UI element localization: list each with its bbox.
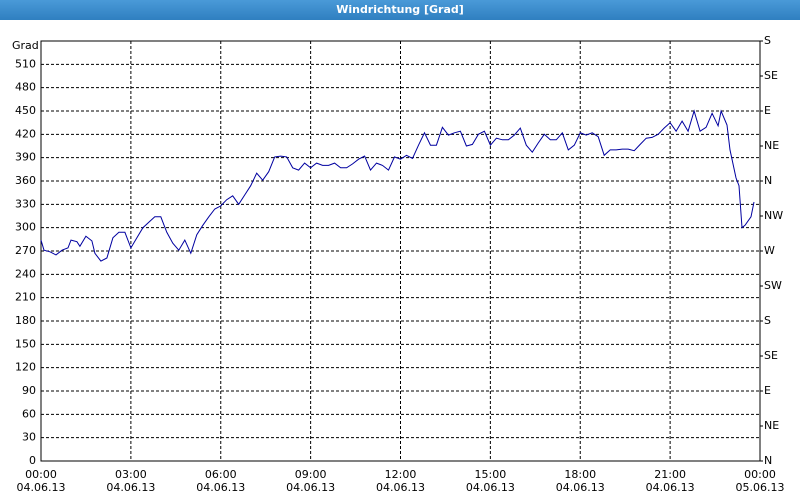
y2-tick-label: NE	[764, 419, 779, 432]
y-tick-label: 0	[29, 454, 36, 467]
y2-tick-label: NW	[764, 209, 783, 222]
y-tick-label: 480	[15, 81, 36, 94]
y2-tick-label: SE	[764, 69, 778, 82]
y-tick-label: 450	[15, 104, 36, 117]
y-tick-label: 510	[15, 57, 36, 70]
y2-tick-label: N	[764, 174, 772, 187]
x-tick-label: 12:00 04.06.13	[376, 468, 425, 494]
y2-tick-label: S	[764, 34, 771, 47]
window-title: Windrichtung [Grad]	[0, 0, 800, 20]
x-tick-label: 06:00 04.06.13	[196, 468, 246, 494]
x-tick-label: 18:00 04.06.13	[555, 468, 605, 494]
y2-tick-label: E	[764, 104, 771, 117]
y-tick-label: 180	[15, 314, 36, 327]
y-tick-label: 30	[22, 431, 36, 444]
x-tick-label: 09:00 04.06.13	[286, 468, 336, 494]
y2-tick-label: SW	[764, 279, 782, 292]
y-tick-label: 420	[15, 127, 36, 140]
y-tick-label: 300	[15, 221, 36, 234]
y-tick-label: 150	[15, 337, 36, 350]
y2-tick-label: W	[764, 244, 775, 257]
y-tick-label: 120	[15, 361, 36, 374]
y-tick-label: 90	[22, 384, 36, 397]
y-tick-label: 270	[15, 244, 36, 257]
x-tick-label: 00:00 04.06.13	[16, 468, 66, 494]
x-tick-label: 21:00 04.06.13	[645, 468, 695, 494]
y-tick-label: 360	[15, 174, 36, 187]
x-tick-label: 00:00 05.06.13	[735, 468, 785, 494]
y-tick-label: 330	[15, 197, 36, 210]
y-tick-label: 210	[15, 291, 36, 304]
y-tick-label: 240	[15, 267, 36, 280]
x-tick-label: 15:00 04.06.13	[465, 468, 515, 494]
y2-tick-label: SE	[764, 349, 778, 362]
x-tick-label: 03:00 04.06.13	[106, 468, 156, 494]
y2-tick-label: N	[764, 454, 772, 467]
data-line	[40, 109, 755, 262]
y-axis-label: Grad	[12, 39, 39, 52]
y2-tick-label: NE	[764, 139, 779, 152]
y2-tick-label: S	[764, 314, 771, 327]
y2-tick-label: E	[764, 384, 771, 397]
y-tick-label: 390	[15, 151, 36, 164]
y-tick-label: 60	[22, 407, 36, 420]
